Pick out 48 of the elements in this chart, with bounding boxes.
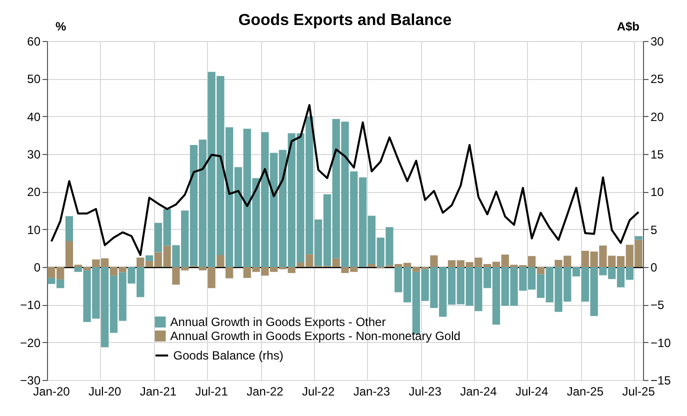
y2-tick-label: 5	[650, 222, 658, 237]
legend-label: Annual Growth in Goods Exports - Other	[170, 315, 386, 329]
y-tick-label: 60	[27, 34, 41, 48]
bar	[226, 267, 234, 278]
x-tick-label: Jul-21	[195, 384, 228, 398]
x-tick-label: Jan-24	[460, 384, 498, 398]
y2-axis-title: A$b	[616, 20, 640, 34]
y-tick-label: 50	[27, 72, 41, 86]
x-tick-label: Jul-25	[622, 384, 656, 398]
x-tick-label: Jan-20	[33, 384, 70, 398]
bar	[65, 216, 74, 242]
x-tick-label: Jan-25	[566, 384, 604, 398]
x-tick-label: Jan-22	[246, 384, 284, 398]
bar	[634, 236, 642, 240]
y-tick-label: 20	[27, 185, 41, 200]
legend-label: Goods Balance (rhs)	[173, 348, 284, 362]
bar	[216, 254, 224, 267]
y2-tick-label: −5	[650, 298, 665, 312]
y2-tick-label: −10	[650, 336, 672, 350]
bar	[145, 255, 154, 261]
x-tick-label: Jul-22	[302, 384, 335, 398]
chart-title: Goods Exports and Balance	[238, 12, 452, 29]
x-tick-label: Jan-23	[353, 384, 390, 398]
line-series	[50, 104, 640, 256]
y-tick-label: 30	[27, 148, 41, 162]
y2-tick-label: 30	[650, 34, 664, 48]
y2-tick-label: 20	[650, 110, 664, 124]
y-axis-title: %	[56, 20, 66, 34]
y2-tick-label: 10	[650, 185, 664, 200]
y2-tick-label: 15	[650, 148, 664, 162]
y-tick-label: 40	[27, 110, 41, 124]
x-tick-label: Jan-21	[140, 384, 177, 398]
y2-tick-label: 25	[650, 72, 664, 86]
y-tick-label: 0	[34, 260, 41, 274]
legend-label: Annual Growth in Goods Exports - Non-monetary Gold	[170, 329, 460, 343]
x-tick-label: Jul-23	[408, 384, 442, 398]
bar	[430, 255, 438, 267]
x-tick-label: Jul-20	[88, 384, 122, 398]
y2-tick-label: −15	[650, 374, 672, 388]
bar	[536, 267, 545, 274]
y-tick-label: −10	[20, 298, 41, 312]
y-tick-label: −20	[20, 336, 41, 350]
y-tick-label: 10	[27, 222, 41, 237]
y2-tick-label: 0	[650, 260, 658, 274]
y-tick-label: −30	[20, 374, 41, 388]
bar	[368, 264, 376, 267]
x-tick-label: Jul-24	[515, 384, 548, 398]
bar	[83, 267, 91, 270]
